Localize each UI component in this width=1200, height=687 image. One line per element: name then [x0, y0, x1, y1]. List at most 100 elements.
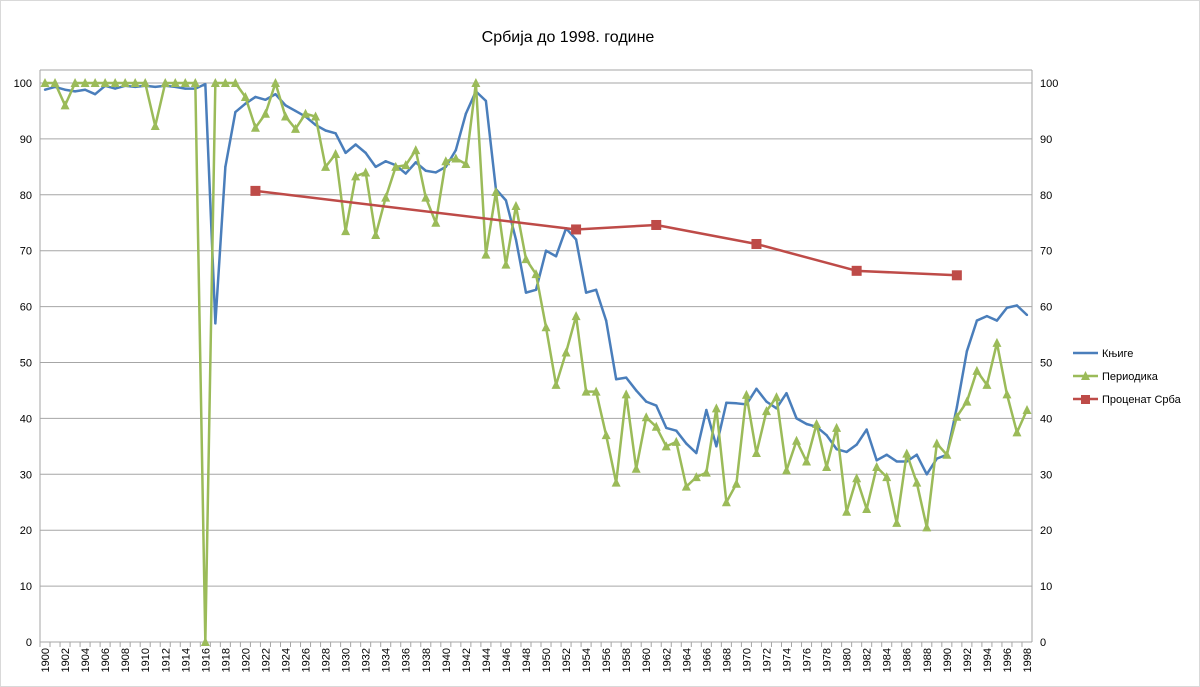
data-point-knjige [184, 87, 187, 90]
x-tick-label: 1912 [160, 648, 172, 672]
data-point-procenat [571, 224, 582, 235]
y2-tick-label: 70 [1040, 246, 1052, 258]
data-point-knjige [574, 238, 578, 241]
data-point-periodika [301, 108, 311, 118]
data-point-periodika [601, 430, 611, 440]
data-point-knjige [985, 314, 989, 318]
x-tick-label: 1958 [621, 648, 633, 672]
y2-tick-label: 80 [1040, 190, 1052, 202]
data-point-periodika [311, 111, 321, 121]
data-point-periodika [421, 192, 431, 202]
data-point-periodika [862, 503, 872, 513]
data-point-knjige [925, 473, 928, 476]
data-point-periodika [471, 78, 481, 87]
y-tick-label: 40 [20, 413, 32, 425]
data-point-knjige [705, 408, 708, 412]
x-tick-label: 1944 [481, 648, 493, 672]
x-tick-label: 1972 [761, 648, 773, 672]
data-point-periodika [651, 421, 661, 431]
data-point-knjige [855, 443, 858, 446]
x-tick-label: 1928 [321, 648, 333, 672]
y-tick-label: 0 [26, 637, 32, 649]
data-point-periodika [932, 438, 942, 448]
data-point-knjige [725, 401, 728, 404]
data-point-periodika [371, 230, 381, 240]
data-point-periodika [170, 78, 180, 87]
x-tick-label: 1914 [180, 648, 192, 672]
data-point-periodika [270, 78, 280, 87]
data-point-knjige [604, 319, 608, 322]
x-tick-label: 1990 [942, 648, 954, 672]
x-tick-label: 1932 [361, 648, 373, 672]
data-point-periodika [341, 226, 351, 236]
legend-label-periodika: Периодика [1102, 371, 1159, 383]
data-point-periodika [731, 478, 741, 488]
x-tick-label: 1910 [140, 648, 152, 672]
data-point-knjige [504, 199, 508, 202]
data-point-periodika [70, 78, 80, 87]
data-point-periodika [792, 435, 802, 445]
x-tick-label: 1986 [902, 648, 914, 672]
data-point-knjige [635, 389, 638, 392]
y-tick-label: 80 [20, 190, 32, 202]
data-point-knjige [735, 402, 738, 405]
data-point-periodika [220, 78, 230, 87]
data-point-periodika [391, 161, 401, 171]
legend: Књиге Периодика Проценат Срба [1073, 348, 1182, 406]
data-point-periodika [591, 386, 601, 396]
data-point-knjige [875, 459, 878, 462]
data-point-knjige [655, 404, 658, 407]
x-tick-label: 1956 [601, 648, 613, 672]
data-point-knjige [464, 112, 468, 115]
x-tick-label: 1978 [822, 648, 834, 672]
data-point-periodika [852, 473, 862, 483]
x-tick-label: 1906 [100, 648, 112, 672]
x-tick-label: 1964 [681, 648, 693, 672]
x-tick-label: 1984 [882, 648, 894, 672]
data-point-knjige [274, 92, 277, 96]
data-point-knjige [554, 255, 558, 258]
axes: 0 0 10 10 20 20 30 30 40 40 50 50 60 60 70 70 80 80 90 90 10… [14, 69, 1058, 672]
legend-label-procenat: Проценат Срба [1102, 394, 1182, 406]
y-tick-label: 60 [20, 302, 32, 314]
data-point-knjige [975, 319, 979, 322]
data-point-periodika [561, 347, 571, 357]
data-point-knjige [825, 433, 828, 437]
x-tick-label: 1902 [60, 648, 72, 672]
x-tick-label: 1998 [1022, 648, 1034, 672]
data-point-periodika [210, 78, 220, 87]
y-tick-label: 100 [14, 78, 32, 90]
x-tick-label: 1900 [40, 648, 52, 672]
y-tick-label: 70 [20, 246, 32, 258]
data-point-knjige [324, 129, 327, 132]
data-point-periodika [832, 422, 842, 432]
data-point-periodika [511, 200, 521, 210]
y2-tick-label: 40 [1040, 413, 1052, 425]
y-tick-label: 20 [20, 525, 32, 537]
y-tick-label: 30 [20, 469, 32, 481]
y2-tick-label: 50 [1040, 358, 1052, 370]
data-point-periodika [741, 389, 751, 399]
data-point-knjige [93, 92, 97, 96]
data-point-knjige [204, 82, 207, 86]
data-point-periodika [952, 411, 962, 421]
data-point-knjige [154, 85, 157, 89]
data-point-periodika [150, 121, 160, 131]
data-point-knjige [675, 429, 678, 432]
x-tick-label: 1980 [842, 648, 854, 672]
x-tick-label: 1950 [541, 648, 553, 672]
data-point-periodika [451, 153, 461, 163]
data-point-knjige [594, 288, 598, 292]
data-point-periodika [230, 78, 240, 87]
legend-marker-procenat [1081, 395, 1090, 404]
data-point-periodika [611, 477, 621, 487]
data-point-knjige [344, 151, 347, 155]
data-point-periodika [982, 379, 992, 389]
data-point-knjige [43, 88, 47, 91]
data-point-periodika [581, 386, 591, 396]
x-tick-label: 1966 [701, 648, 713, 672]
data-point-knjige [284, 104, 287, 107]
data-point-periodika [912, 477, 922, 487]
data-point-periodika [771, 392, 781, 402]
